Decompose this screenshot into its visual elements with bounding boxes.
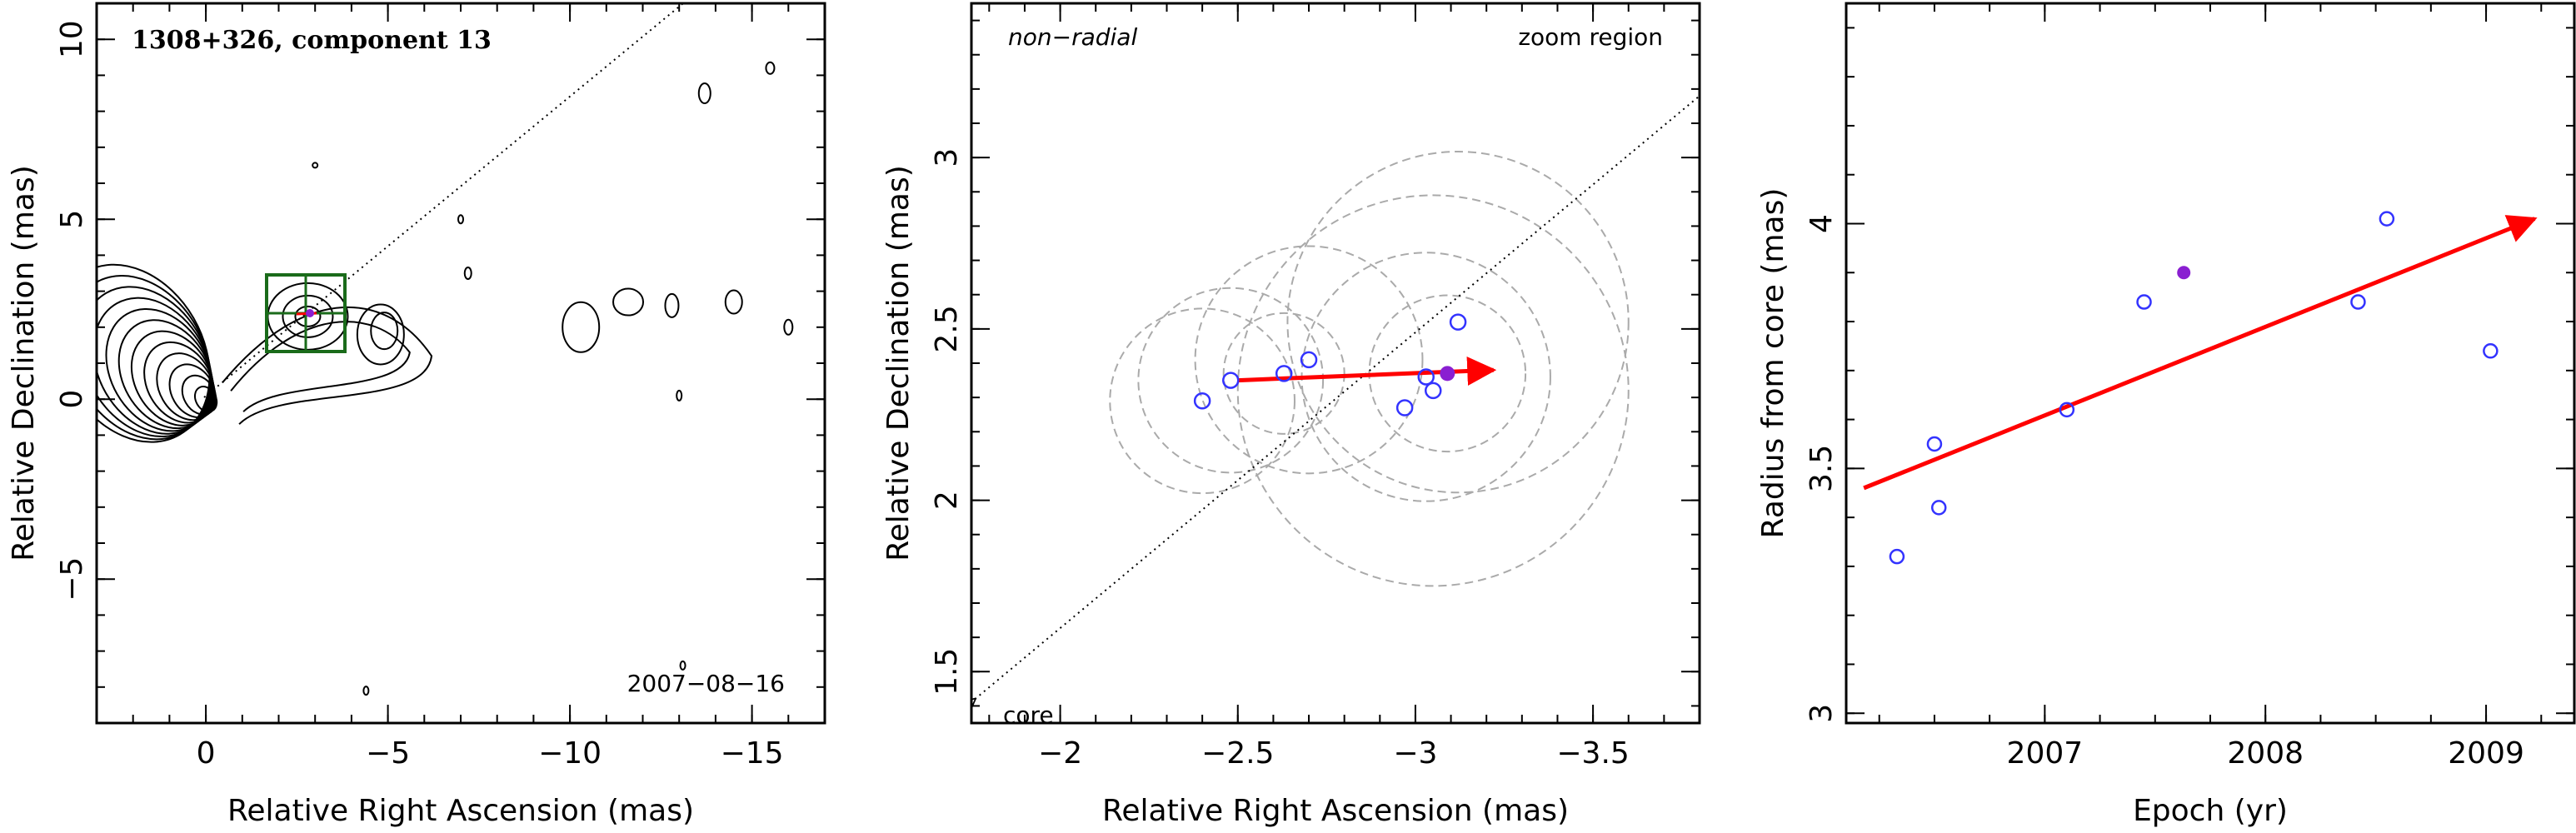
data-point-open — [1930, 500, 1947, 516]
contour-blob — [664, 292, 680, 318]
contour-blob — [562, 301, 601, 353]
panel-3-y-tick-label: 4 — [1805, 214, 1839, 233]
component-filled-point — [306, 309, 314, 317]
contour-blob — [724, 289, 743, 315]
contour-group — [97, 3, 794, 696]
panel-1-title: 1308+326, component 13 — [132, 26, 492, 55]
panel-1-x-tick-label: 0 — [197, 736, 216, 771]
error-circle — [1109, 307, 1295, 495]
panel-3-radius-vs-epoch: 2007 2008 2009 3 3.5 4 Epoch (yr) Radius from… — [1756, 2, 2576, 828]
contour-blob — [312, 162, 319, 169]
panel-1-x-tick-label: −10 — [538, 736, 602, 771]
radial-direction-line — [203, 3, 684, 398]
error-circle — [1137, 287, 1325, 474]
panel-3-ylabel: Radius from core (mas) — [1756, 188, 1790, 539]
data-point-open — [1300, 351, 1318, 369]
panel-1-y-tick-label: −5 — [55, 557, 89, 601]
contour-jet-mid — [230, 321, 411, 412]
contour-blob — [679, 660, 686, 671]
panel-2-frame — [970, 2, 1701, 725]
error-circle — [1286, 150, 1630, 494]
panel-2-x-tick-label: −3 — [1393, 736, 1437, 771]
panel-1-frame — [95, 2, 826, 725]
panel-2-xlabel: Relative Right Ascension (mas) — [1102, 794, 1569, 828]
data-point-open — [1275, 365, 1293, 382]
data-point-open — [1449, 313, 1467, 331]
contour-jet — [356, 303, 405, 366]
panel-1-x-tick-label: −15 — [721, 736, 784, 771]
panel-2-y-tick-label: 2.5 — [930, 305, 964, 352]
data-point-open — [2379, 211, 2395, 227]
data-point-open — [2136, 294, 2152, 310]
error-circle — [1194, 245, 1424, 475]
panel-2-x-tick-label: −2.5 — [1201, 736, 1274, 771]
panel-1-ylabel: Relative Declination (mas) — [7, 165, 41, 561]
panel-3-y-tick-label: 3.5 — [1805, 445, 1839, 492]
data-point-open — [1417, 368, 1435, 386]
radial-direction-line-zoom — [975, 95, 1700, 699]
data-point-open — [1889, 548, 1905, 565]
data-point-open — [1221, 372, 1240, 389]
panel-1-x-tick-label: −5 — [366, 736, 410, 771]
contour-jet-outer — [222, 306, 433, 425]
fit-line — [1863, 215, 2538, 491]
panel-2-y-tick-label: 3 — [930, 148, 964, 167]
panel-2-core-label: core — [1003, 701, 1054, 729]
panel-3-y-tick-label: 3 — [1805, 704, 1839, 723]
panel-2-x-tick-label: −3.5 — [1556, 736, 1629, 771]
contour-blob — [457, 214, 464, 225]
panel-1-xlabel: Relative Right Ascension (mas) — [227, 794, 694, 828]
contour-jet — [370, 312, 399, 351]
data-point-filled — [1440, 366, 1455, 382]
contour-jet — [294, 305, 322, 327]
contour-blob — [676, 389, 683, 402]
panel-2-y-tick-label: 2 — [930, 491, 964, 510]
data-point-open — [1193, 392, 1211, 410]
data-point-open — [1926, 436, 1943, 452]
panel-2-label-nonradial: non−radial — [1008, 23, 1137, 51]
panel-3-x-tick-label: 2007 — [2007, 736, 2084, 771]
contour-blob — [362, 686, 370, 696]
panel-1-y-tick-label: 0 — [55, 390, 89, 409]
error-circle — [1222, 312, 1345, 435]
panel-1-y-tick-label: 10 — [55, 20, 89, 58]
panel-1-contour-map: 0 −5 −10 −15 10 5 0 −5 1308+326, component 13 2… — [7, 2, 826, 828]
panel-2-ylabel: Relative Declination (mas) — [881, 165, 916, 561]
panel-3-x-tick-label: 2009 — [2448, 736, 2524, 771]
contour-blob — [765, 61, 776, 75]
contour-blob — [612, 287, 645, 317]
data-point-filled — [2177, 266, 2191, 280]
panel-2-label-zoom: zoom region — [1518, 23, 1663, 51]
contour-core — [97, 263, 211, 443]
panel-2-zoom: −2 −2.5 −3 −3.5 1.5 2 2.5 3 non−radial zoom reg… — [881, 2, 1701, 828]
data-point-open — [2483, 343, 2499, 359]
panel-1-y-tick-label: 5 — [55, 210, 89, 229]
contour-jet — [282, 294, 334, 338]
panel-1-date: 2007−08−16 — [627, 670, 785, 697]
contour-blob — [697, 82, 711, 104]
panel-3-xlabel: Epoch (yr) — [2133, 794, 2288, 828]
data-point-open — [1424, 382, 1442, 400]
panel-3-x-tick-label: 2008 — [2227, 736, 2304, 771]
data-point-open — [2059, 402, 2075, 418]
panel-3-frame — [1845, 2, 2576, 725]
contour-blob — [463, 267, 472, 280]
panel-2-x-tick-label: −2 — [1038, 736, 1082, 771]
error-circle — [1236, 194, 1630, 587]
data-point-open — [1395, 399, 1414, 416]
data-point-open — [2350, 294, 2366, 310]
contour-blob — [783, 318, 794, 336]
panel-2-y-tick-label: 1.5 — [930, 648, 964, 696]
